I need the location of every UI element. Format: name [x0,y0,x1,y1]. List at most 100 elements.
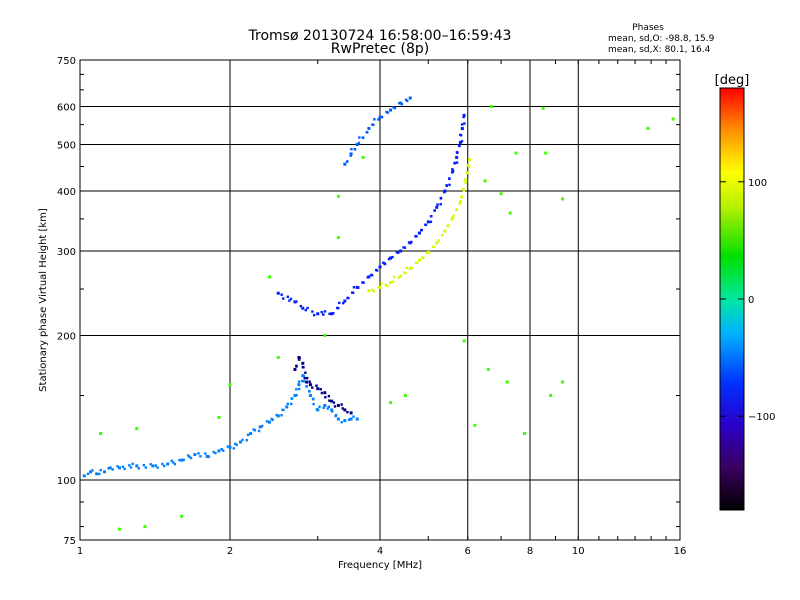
trace-point [420,228,423,232]
legend-heading: Phases [632,23,664,33]
trace-point [370,274,374,277]
trace-point [197,452,200,455]
trace-point [442,190,446,194]
data-point [399,274,403,278]
trace-point [383,262,387,266]
y-tick-label: 75 [63,536,76,547]
trace-point [144,466,147,469]
data-point [108,466,112,470]
trace-point [332,312,335,315]
data-point [330,312,334,316]
trace-point [422,256,425,260]
trace-point [245,438,248,442]
data-point [473,423,477,427]
trace-point [300,379,304,383]
trace-point [448,183,451,187]
trace-point [402,246,405,249]
trace-point [311,310,314,313]
trace-point [295,300,298,303]
trace-point [315,384,318,387]
trace-point [333,405,337,408]
trace-point [253,429,257,432]
data-point [505,380,509,384]
data-point [458,140,462,144]
trace-point [460,123,464,126]
trace-point [410,240,413,244]
trace-point [338,301,341,305]
trace-point [437,239,441,242]
trace-point [305,384,308,388]
trace-point [320,391,324,395]
trace-point [172,461,175,464]
data-point [180,458,184,462]
trace-point [353,148,357,151]
trace-point [436,203,439,206]
data-point [293,394,297,398]
data-point [462,339,466,343]
data-point [646,126,650,130]
trace-point [357,286,360,289]
data-point [544,151,548,155]
trace-point [430,214,433,218]
trace-point [161,462,164,466]
trace-point [326,407,329,410]
trace-point [154,464,158,467]
data-point [193,453,197,457]
trace-point [107,467,110,470]
trace-point [137,467,140,470]
trace-point [131,462,134,466]
x-tick-label: 2 [227,546,233,557]
data-point [297,383,301,387]
trace-point [392,106,395,109]
data-point [451,216,455,220]
trace-point [380,115,384,119]
data-point [99,432,103,436]
data-point [389,401,393,405]
trace-point [406,99,409,103]
trace-point [297,387,301,391]
data-point [349,411,353,415]
trace-point [91,469,94,472]
trace-point [362,281,365,284]
trace-point [303,377,306,380]
trace-point [282,297,285,300]
y-tick-label: 750 [57,56,76,67]
trace-point [428,251,431,254]
data-point [151,464,155,468]
trace-point [448,177,451,180]
trace-point [302,380,305,383]
trace-point [450,218,454,221]
data-point [276,414,280,418]
trace-point [461,127,464,131]
data-point [490,105,494,109]
trace-point [464,178,467,181]
trace-point [341,407,344,410]
data-point [323,403,327,407]
data-point [408,96,412,100]
trace-point [295,364,298,368]
trace-point [347,296,350,300]
data-point [316,312,320,316]
data-point [276,291,280,295]
data-point [82,474,86,478]
x-tick-label: 1 [77,546,83,557]
colorbar-ticks: 100 0 −100 [720,178,775,423]
trace-point [387,257,391,261]
data-point [330,408,334,412]
trace-point [173,462,177,466]
data-point [217,449,221,453]
data-point [561,197,565,201]
trace-point [322,406,325,409]
trace-point [453,161,456,165]
data-point [95,472,99,476]
trace-point [377,118,380,121]
trace-point [304,308,308,312]
data-point [308,383,312,387]
trace-point [357,141,361,145]
data-point [361,155,365,159]
data-point [378,115,382,119]
trace-point [385,110,388,114]
data-point [399,101,403,105]
trace-point [372,290,376,293]
